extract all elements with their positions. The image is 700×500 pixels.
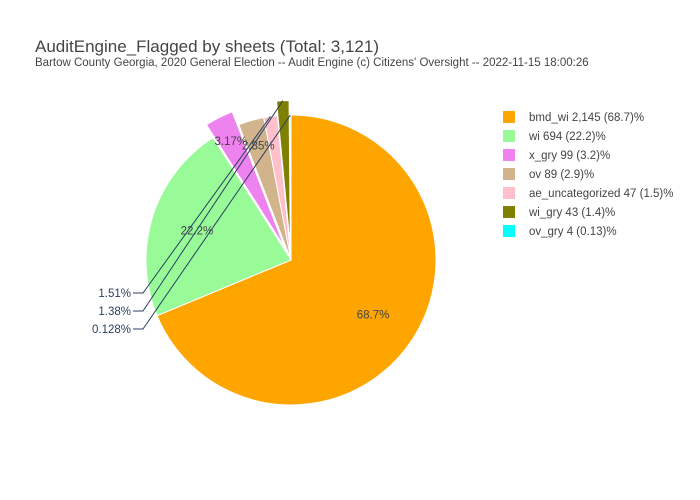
legend-label-wi-gry: wi_gry 43 (1.4)%	[528, 207, 615, 219]
legend: bmd_wi 2,145 (68.7)% wi 694 (22.2)% x_gry …	[503, 111, 674, 238]
slice-label-wi-gry: 1.38%	[98, 306, 131, 318]
legend-item-x-gry[interactable]: x_gry 99 (3.2)%	[503, 149, 610, 162]
legend-item-wi[interactable]: wi 694 (22.2)%	[503, 130, 606, 143]
leader-line-ae-uncategorized	[133, 116, 271, 294]
slice-label-ov-gry: 0.128%	[92, 324, 131, 336]
legend-label-bmd-wi: bmd_wi 2,145 (68.7)%	[529, 112, 644, 124]
legend-label-wi: wi 694 (22.2)%	[528, 131, 606, 143]
legend-label-ov-gry: ov_gry 4 (0.13)%	[529, 226, 617, 238]
slice-label-ae-uncategorized: 1.51%	[98, 288, 131, 300]
legend-label-ov: ov 89 (2.9)%	[529, 169, 594, 181]
slice-label-x-gry: 3.17%	[215, 136, 248, 148]
slice-label-wi: 22.2%	[181, 225, 214, 237]
legend-swatch-x-gry	[503, 149, 515, 161]
slice-label-bmd-wi: 68.7%	[357, 310, 390, 322]
legend-label-ae-uncategorized: ae_uncategorized 47 (1.5)%	[529, 188, 674, 200]
legend-item-ov[interactable]: ov 89 (2.9)%	[503, 168, 594, 181]
legend-item-ae-uncategorized[interactable]: ae_uncategorized 47 (1.5)%	[503, 187, 674, 200]
legend-item-ov-gry[interactable]: ov_gry 4 (0.13)%	[503, 225, 617, 238]
slice-label-ov: 2.85%	[242, 141, 275, 153]
legend-swatch-ov-gry	[503, 225, 515, 237]
chart-title: AuditEngine_Flagged by sheets (Total: 3,…	[35, 37, 379, 56]
legend-swatch-bmd-wi	[503, 111, 515, 123]
legend-swatch-wi-gry	[503, 206, 515, 218]
chart-subtitle: Bartow County Georgia, 2020 General Elec…	[35, 57, 589, 69]
leader-line-wi-gry	[133, 100, 284, 312]
legend-item-wi-gry[interactable]: wi_gry 43 (1.4)%	[503, 206, 615, 219]
leader-line-ov-gry	[133, 114, 291, 330]
legend-item-bmd-wi[interactable]: bmd_wi 2,145 (68.7)%	[503, 111, 644, 124]
legend-swatch-ov	[503, 168, 515, 180]
pie-slices	[145, 100, 437, 406]
legend-swatch-wi	[503, 130, 515, 142]
pie-slice-labels: 68.7% 22.2% 3.17%2.85% 1.51% 1.38% 0.128%	[92, 100, 390, 336]
legend-label-x-gry: x_gry 99 (3.2)%	[529, 150, 610, 162]
legend-swatch-ae-uncategorized	[503, 187, 515, 199]
pie-slice-bmd-wi[interactable]	[156, 114, 437, 406]
